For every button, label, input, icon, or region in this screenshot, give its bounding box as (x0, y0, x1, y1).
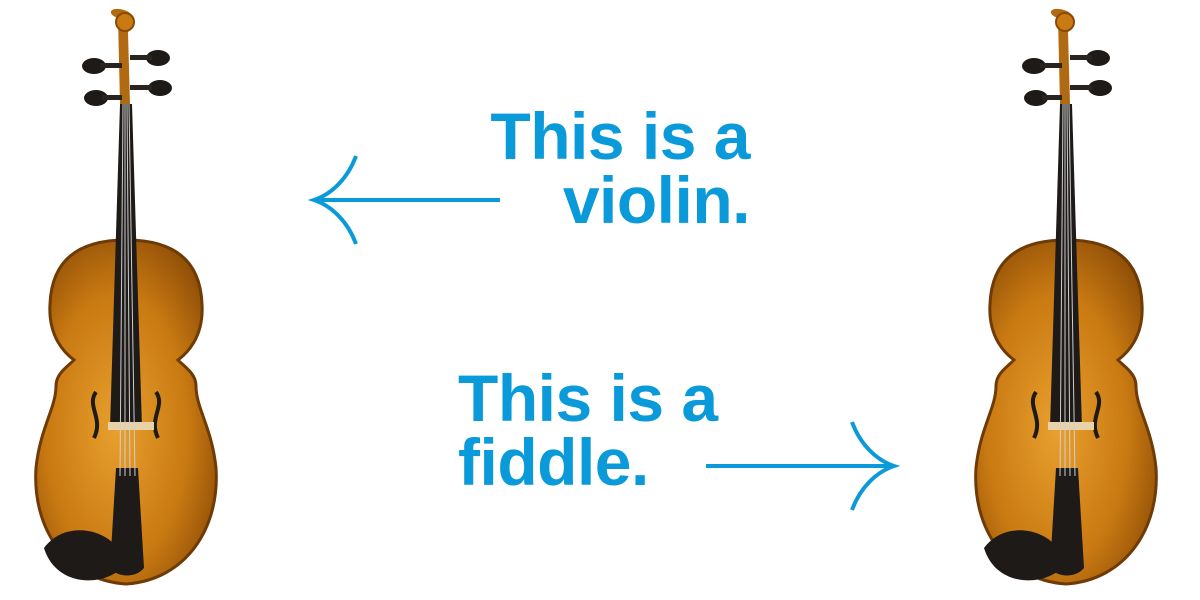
arrow-left-icon (308, 155, 500, 245)
fiddle-caption-line2: fiddle. (458, 425, 649, 499)
fiddle-caption-line1: This is a (458, 361, 718, 435)
fiddle-caption: This is a fiddle. (458, 361, 758, 499)
violin-caption: This is a violin. (455, 103, 751, 237)
violin-caption-line1: This is a (490, 99, 750, 173)
violin-image-left (34, 8, 218, 586)
arrow-right-icon (706, 421, 900, 511)
violin-image-right (974, 8, 1158, 586)
violin-caption-line2: violin. (562, 163, 751, 237)
